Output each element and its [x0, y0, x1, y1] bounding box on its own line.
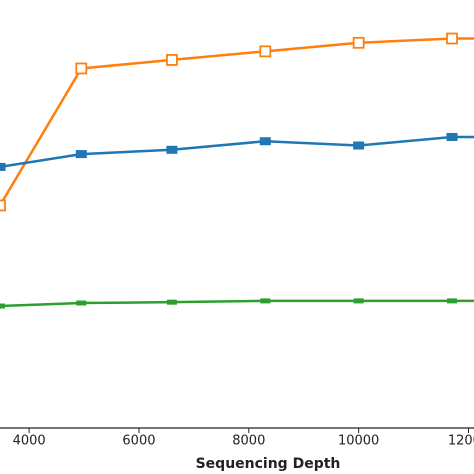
x-tick-label: 12000	[448, 434, 474, 449]
marker	[446, 132, 458, 141]
marker	[447, 298, 458, 304]
series-line	[0, 37, 474, 207]
marker	[259, 45, 272, 58]
marker	[0, 162, 6, 171]
marker	[0, 303, 5, 309]
marker	[0, 199, 6, 212]
marker	[75, 150, 87, 159]
marker	[166, 145, 178, 154]
x-tick-label: 6000	[122, 434, 155, 449]
marker	[353, 298, 364, 304]
series-line	[0, 135, 474, 169]
x-tick-label: 10000	[338, 434, 379, 449]
marker	[76, 300, 87, 306]
x-tick-label: 8000	[232, 434, 265, 449]
series-line	[0, 299, 474, 308]
marker	[260, 298, 271, 304]
marker	[259, 137, 271, 146]
x-axis-label: Sequencing Depth	[196, 456, 341, 472]
marker	[166, 299, 177, 305]
marker	[352, 36, 365, 49]
x-tick-label: 4000	[13, 434, 46, 449]
marker	[166, 54, 178, 66]
marker	[353, 141, 365, 150]
marker	[446, 32, 458, 45]
marker	[75, 62, 88, 75]
